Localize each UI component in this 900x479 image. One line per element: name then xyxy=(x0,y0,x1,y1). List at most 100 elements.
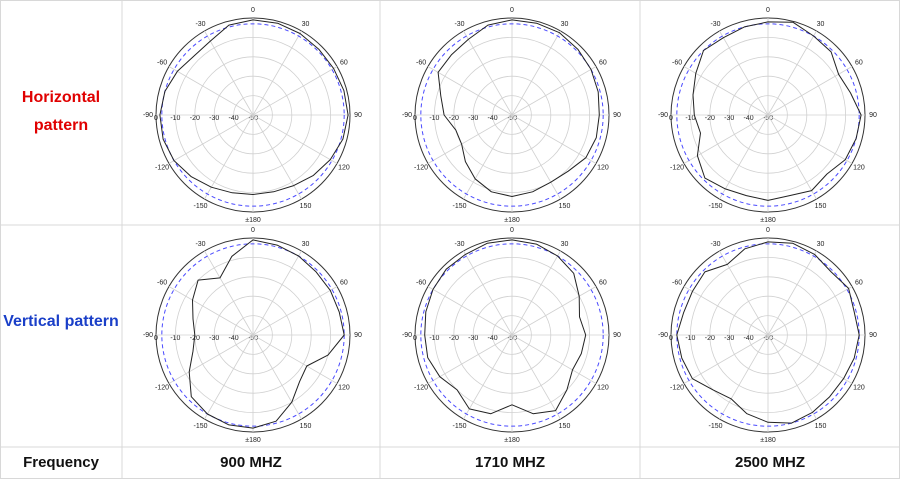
angle-label: ±180 xyxy=(245,217,261,224)
spoke xyxy=(168,114,254,164)
spoke xyxy=(204,30,254,116)
angle-label: 90 xyxy=(613,112,621,119)
spoke xyxy=(683,66,769,116)
spoke xyxy=(767,114,853,164)
spoke xyxy=(511,114,561,200)
angle-label: -60 xyxy=(157,59,167,66)
spoke xyxy=(252,334,302,420)
r-tick-label: 0 xyxy=(413,335,417,342)
spoke xyxy=(767,114,817,200)
angle-label: -30 xyxy=(710,241,720,248)
spoke xyxy=(427,66,513,116)
angle-label: -120 xyxy=(414,384,428,391)
angle-label: ±180 xyxy=(504,217,520,224)
angle-label: ±180 xyxy=(245,437,261,444)
angle-label: -150 xyxy=(193,423,207,430)
angle-label: 120 xyxy=(597,384,609,391)
angle-label: 90 xyxy=(354,112,362,119)
footer-label: Frequency xyxy=(23,454,99,471)
pattern-curve xyxy=(424,239,587,415)
angle-label: -90 xyxy=(402,112,412,119)
reference-circle xyxy=(161,23,345,207)
frequency: 1710 MHZ xyxy=(474,454,546,471)
angle-label: 120 xyxy=(338,164,350,171)
angle-label: -120 xyxy=(155,164,169,171)
angle-label: -90 xyxy=(658,332,668,339)
angle-label: 30 xyxy=(302,241,310,248)
r-tick-label: 0 xyxy=(154,335,158,342)
angle-label: ±180 xyxy=(504,437,520,444)
angle-label: 120 xyxy=(853,164,865,171)
spoke xyxy=(767,286,853,336)
r-tick-label: -40 xyxy=(744,335,754,342)
angle-label: 30 xyxy=(302,21,310,28)
spoke xyxy=(252,334,338,384)
frequency: 900 MHZ xyxy=(220,454,282,471)
spoke xyxy=(511,250,561,336)
angle-label: 120 xyxy=(597,164,609,171)
row-label: Vertical pattern xyxy=(3,313,119,330)
r-tick-label: -30 xyxy=(724,115,734,122)
angle-label: -90 xyxy=(402,332,412,339)
r-tick-label: -30 xyxy=(209,115,219,122)
r-tick-label: 0 xyxy=(669,115,673,122)
angle-label: 150 xyxy=(815,203,827,210)
spoke xyxy=(252,114,338,164)
spoke xyxy=(427,114,513,164)
angle-label: -120 xyxy=(670,164,684,171)
spoke xyxy=(168,334,254,384)
angle-label: 30 xyxy=(817,21,825,28)
spoke xyxy=(683,114,769,164)
r-tick-label: 0 xyxy=(669,335,673,342)
spoke xyxy=(511,334,561,420)
r-tick-label: -10 xyxy=(685,115,695,122)
angle-label: -30 xyxy=(710,21,720,28)
angle-label: 120 xyxy=(338,384,350,391)
spoke xyxy=(767,30,817,116)
spoke xyxy=(511,114,597,164)
angle-label: 0 xyxy=(510,227,514,234)
angle-label: 0 xyxy=(510,7,514,14)
r-tick-label: -40 xyxy=(744,115,754,122)
angle-label: 60 xyxy=(855,59,863,66)
pattern-curve xyxy=(437,19,600,197)
spoke xyxy=(683,334,769,384)
angle-label: 150 xyxy=(559,423,571,430)
angle-label: -150 xyxy=(452,423,466,430)
angle-label: 60 xyxy=(855,279,863,286)
angle-label: ±180 xyxy=(760,217,776,224)
row-label: Horizontal pattern xyxy=(21,89,101,134)
r-tick-label: -10 xyxy=(170,335,180,342)
r-tick-label: -10 xyxy=(685,335,695,342)
angle-label: 60 xyxy=(340,279,348,286)
r-tick-label: -30 xyxy=(468,335,478,342)
angle-label: -30 xyxy=(195,21,205,28)
spoke xyxy=(767,334,817,420)
spoke xyxy=(511,286,597,336)
angle-label: -120 xyxy=(155,384,169,391)
reference-circle xyxy=(676,23,860,207)
angle-label: 150 xyxy=(300,203,312,210)
angle-label: 60 xyxy=(599,59,607,66)
spoke xyxy=(719,114,769,200)
spoke xyxy=(511,334,597,384)
r-tick-label: -40 xyxy=(229,335,239,342)
spoke xyxy=(719,334,769,420)
angle-label: -150 xyxy=(193,203,207,210)
angle-label: ±180 xyxy=(760,437,776,444)
r-tick-label: 0 xyxy=(413,115,417,122)
angle-label: 90 xyxy=(869,332,877,339)
spoke xyxy=(252,66,338,116)
spoke xyxy=(252,114,302,200)
r-tick-label: 0 xyxy=(154,115,158,122)
spoke xyxy=(168,286,254,336)
spoke xyxy=(204,114,254,200)
angle-label: 90 xyxy=(613,332,621,339)
spoke xyxy=(427,286,513,336)
r-tick-label: -30 xyxy=(209,335,219,342)
angle-label: 150 xyxy=(815,423,827,430)
angle-label: -60 xyxy=(672,59,682,66)
r-tick-label: -20 xyxy=(705,335,715,342)
pattern-curve xyxy=(692,21,862,201)
